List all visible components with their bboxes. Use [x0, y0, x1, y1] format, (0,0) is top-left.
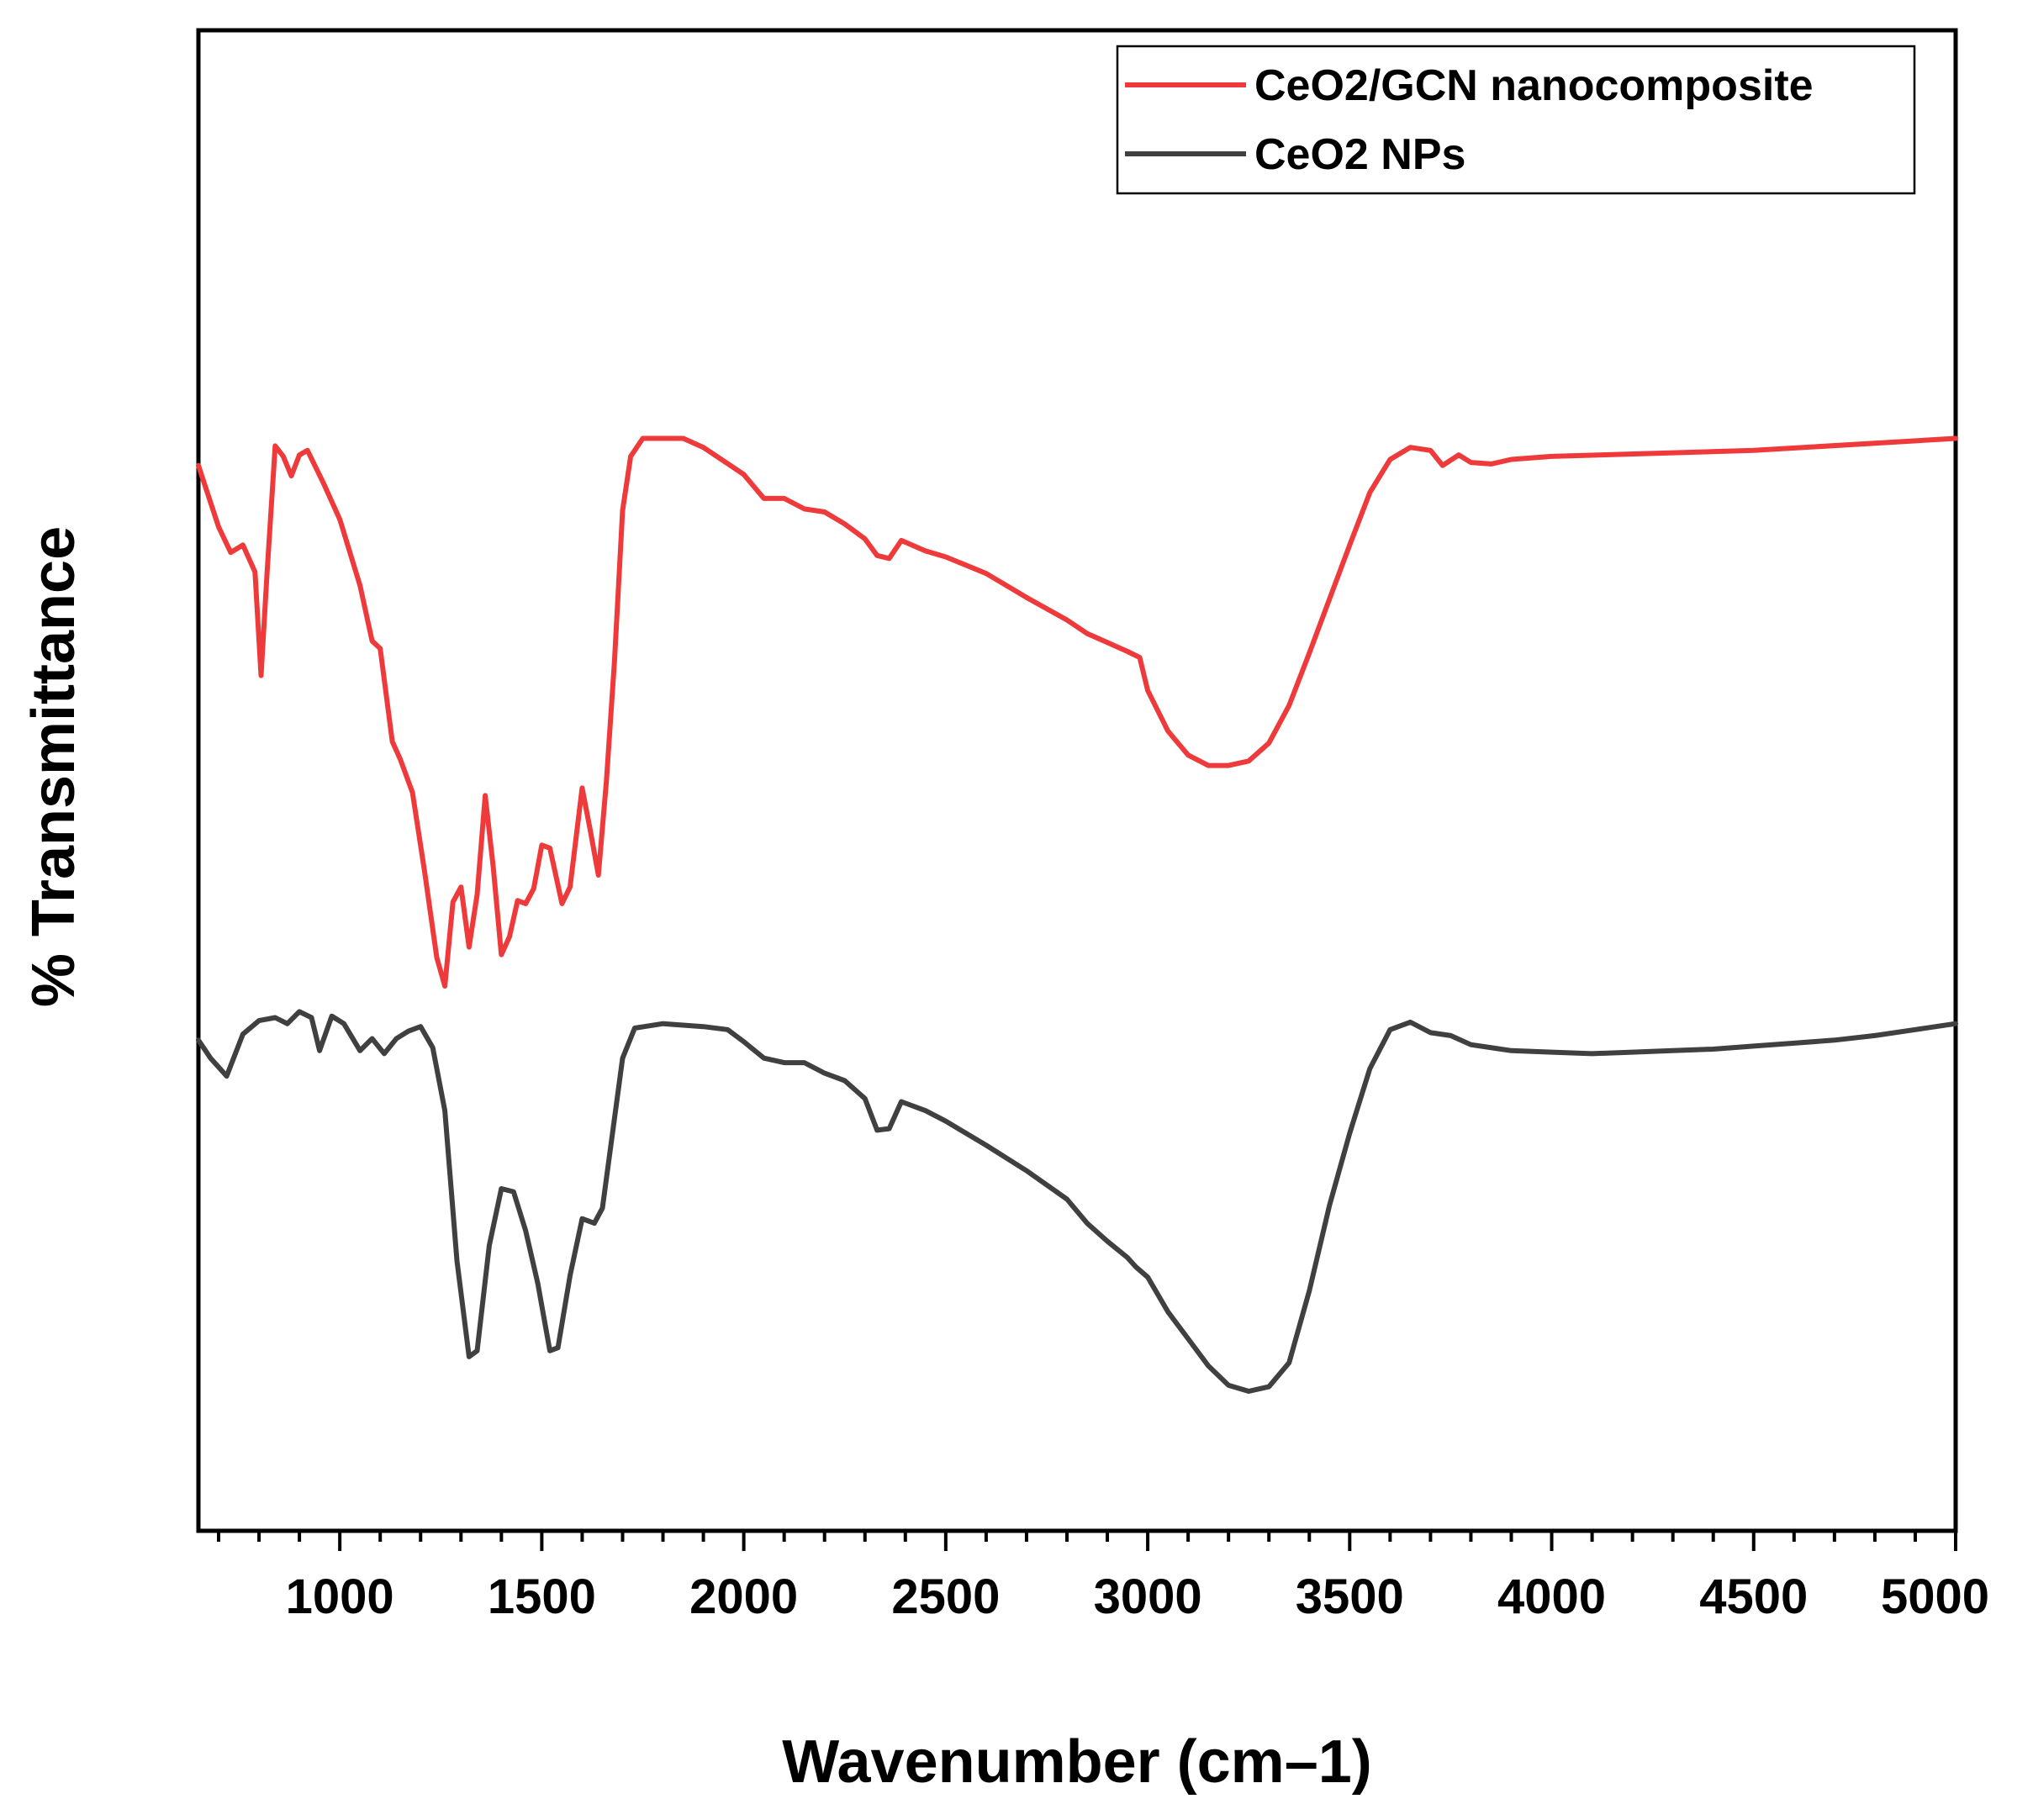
x-tick-label: 3500	[1296, 1569, 1404, 1624]
x-tick-label: 5000	[1881, 1569, 1989, 1624]
series-layer	[196, 435, 1958, 1394]
x-axis-ticks	[217, 1531, 1957, 1551]
x-tick-label: 4500	[1699, 1569, 1808, 1624]
x-tick-label: 1500	[488, 1569, 596, 1624]
x-tick-label: 4000	[1497, 1569, 1606, 1624]
plot-area	[196, 28, 1958, 1533]
x-axis-title: Wavenumber (cm–1)	[782, 1728, 1372, 1796]
x-axis-tick-labels: 1000 1500 2000 2500 3000 3500 4000 4500 5000	[286, 1569, 1989, 1624]
legend-box	[1116, 45, 1916, 195]
legend: CeO2/GCN nanocomposite CeO2 NPs	[1116, 45, 1916, 195]
x-tick-label: 3000	[1094, 1569, 1202, 1624]
legend-label-ceo2-nps: CeO2 NPs	[1254, 130, 1465, 179]
series-line-ceo2-nps	[196, 1009, 1958, 1394]
x-tick-label: 2500	[891, 1569, 1000, 1624]
series-line-ceo2-gcn	[196, 435, 1958, 989]
legend-label-ceo2-gcn: CeO2/GCN nanocomposite	[1254, 61, 1814, 110]
x-tick-label: 2000	[689, 1569, 798, 1624]
y-axis-title: % Transmittance	[20, 526, 87, 1007]
plot-frame	[196, 28, 1958, 1533]
x-tick-label: 1000	[286, 1569, 394, 1624]
